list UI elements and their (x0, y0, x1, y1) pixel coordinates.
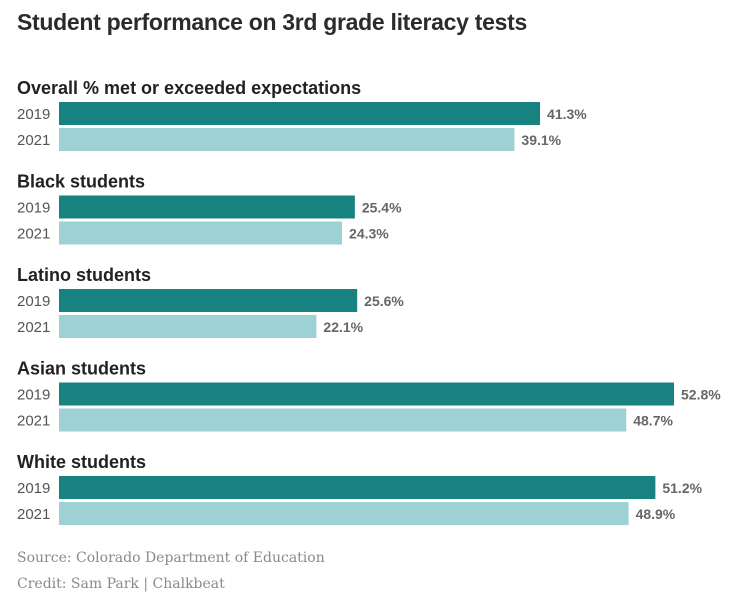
chart-title: Student performance on 3rd grade literac… (17, 9, 527, 35)
bar-2019 (59, 195, 355, 219)
year-label: 2019 (17, 480, 50, 497)
bar-2019 (59, 102, 541, 125)
bar-2019 (59, 382, 674, 406)
year-label: 2019 (17, 387, 50, 404)
year-label: 2019 (17, 106, 50, 123)
year-label: 2019 (17, 293, 50, 310)
bar-2021 (59, 502, 629, 525)
value-label: 52.8% (681, 387, 721, 403)
value-label: 24.3% (349, 226, 389, 242)
value-label: 48.7% (633, 413, 673, 429)
year-label: 2021 (17, 132, 50, 149)
year-label: 2021 (17, 413, 50, 430)
bar-2021 (59, 221, 343, 245)
credit-note: Credit: Sam Park | Chalkbeat (17, 576, 225, 592)
value-label: 39.1% (521, 132, 561, 148)
value-label: 25.6% (364, 293, 404, 309)
bar-2019 (59, 476, 656, 499)
group-label: White students (17, 452, 146, 472)
value-label: 48.9% (636, 506, 676, 522)
value-label: 22.1% (323, 319, 363, 335)
value-label: 25.4% (362, 200, 402, 216)
bar-2021 (59, 315, 317, 338)
year-label: 2021 (17, 319, 50, 336)
value-label: 41.3% (547, 106, 587, 122)
bar-chart: Overall % met or exceeded expectations 20… (17, 78, 721, 525)
value-label: 51.2% (662, 480, 702, 496)
bar-2021 (59, 408, 627, 432)
group-label: Latino students (17, 265, 151, 285)
source-note: Source: Colorado Department of Education (17, 550, 325, 566)
group-label: Asian students (17, 359, 146, 379)
bar-2019 (59, 289, 358, 312)
year-label: 2021 (17, 226, 50, 243)
group-label: Overall % met or exceeded expectations (17, 78, 361, 98)
year-label: 2019 (17, 200, 50, 217)
bar-2021 (59, 128, 515, 151)
group-label: Black students (17, 172, 145, 192)
year-label: 2021 (17, 506, 50, 523)
